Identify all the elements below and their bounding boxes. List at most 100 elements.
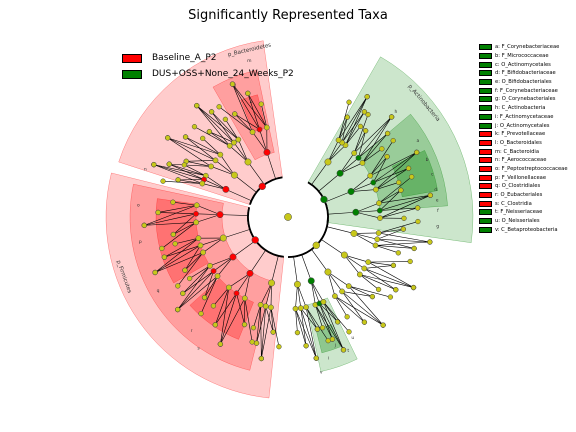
tree-branch bbox=[153, 164, 203, 184]
leaf-node bbox=[313, 355, 319, 361]
tree-branch bbox=[297, 284, 307, 308]
clade-legend-entry: h: C_Actinobacteria bbox=[479, 104, 576, 113]
clade-legend-swatch bbox=[479, 70, 492, 77]
clade-legend-label: g: O_Corynebacteriales bbox=[495, 96, 556, 103]
genus-node bbox=[193, 210, 199, 217]
tree-branch bbox=[345, 96, 368, 146]
clade-letter: l bbox=[235, 83, 236, 89]
tree-branch bbox=[353, 233, 378, 240]
tree-branch bbox=[353, 130, 366, 154]
leaf-node bbox=[166, 161, 172, 167]
leaf-node bbox=[361, 319, 368, 325]
genus-node bbox=[376, 207, 383, 214]
tree-branch bbox=[265, 282, 272, 307]
tree-branch bbox=[305, 307, 317, 359]
clade-legend-swatch bbox=[479, 61, 492, 68]
tree-branch bbox=[379, 195, 431, 211]
clade-letter: v bbox=[320, 371, 323, 376]
tree-branch bbox=[339, 152, 355, 174]
genus-node bbox=[370, 179, 377, 186]
genus-node bbox=[233, 290, 240, 297]
tree-branch bbox=[204, 270, 214, 298]
order-node bbox=[294, 280, 301, 288]
tree-branch bbox=[260, 104, 268, 128]
tree-branch bbox=[334, 295, 365, 323]
leaf-node bbox=[375, 286, 382, 293]
genus-node bbox=[217, 151, 224, 158]
clade-legend-label: v: C_Betaproteobacteria bbox=[495, 226, 558, 233]
tree-branch bbox=[378, 176, 412, 204]
tree-branch bbox=[311, 249, 329, 273]
tree-branch bbox=[300, 308, 317, 359]
leaf-node bbox=[346, 99, 352, 105]
tree-branch bbox=[164, 245, 201, 258]
order-node bbox=[324, 158, 332, 166]
leaf-node bbox=[364, 94, 370, 100]
leaf-node bbox=[165, 135, 171, 141]
clade-legend-swatch bbox=[479, 139, 492, 146]
genus-node bbox=[256, 126, 263, 133]
tree-branch bbox=[345, 111, 365, 146]
tree-branch bbox=[202, 237, 224, 253]
tree-branch bbox=[249, 249, 266, 274]
tree-branch bbox=[196, 214, 221, 223]
leaf-node bbox=[294, 329, 301, 336]
tree-branch bbox=[169, 163, 212, 167]
tree-branch bbox=[154, 245, 201, 273]
leaf-node bbox=[181, 162, 187, 168]
leaf-node bbox=[249, 339, 255, 345]
tree-branch bbox=[211, 111, 235, 143]
tree-branch bbox=[379, 207, 418, 211]
tree-branch bbox=[161, 222, 197, 249]
leaf-node bbox=[390, 137, 396, 144]
tree-branch bbox=[261, 307, 272, 359]
tree-branch bbox=[358, 116, 392, 159]
tree-branch bbox=[260, 282, 272, 305]
genus-node bbox=[365, 259, 372, 265]
order-node bbox=[268, 279, 275, 287]
tree-branch bbox=[377, 228, 404, 240]
leaf-node bbox=[384, 130, 391, 137]
tree-branch bbox=[310, 280, 320, 304]
tree-branch bbox=[339, 162, 363, 174]
tree-branch bbox=[200, 237, 224, 246]
tree-branch bbox=[182, 270, 214, 294]
tree-branch bbox=[378, 195, 431, 204]
clade-legend-swatch bbox=[479, 174, 492, 181]
tree-branch bbox=[348, 285, 391, 298]
clade-legend-swatch bbox=[479, 226, 492, 233]
genus-node bbox=[335, 137, 342, 143]
clade-legend-swatch bbox=[479, 44, 492, 51]
tree-branch bbox=[175, 237, 199, 245]
genus-node bbox=[376, 200, 382, 206]
clade-letter: g bbox=[436, 224, 439, 229]
tree-branch bbox=[202, 183, 226, 190]
order-node bbox=[222, 185, 230, 193]
leaf-node bbox=[216, 104, 222, 110]
tree-branch bbox=[362, 116, 392, 164]
genus-node bbox=[226, 142, 233, 149]
tree-branch bbox=[375, 245, 415, 249]
tree-branch bbox=[205, 175, 227, 190]
tree-branch bbox=[223, 229, 251, 239]
leaf-node bbox=[182, 134, 189, 140]
tree-branch bbox=[320, 239, 345, 256]
clade-legend-swatch bbox=[479, 157, 492, 164]
tree-branch bbox=[270, 307, 280, 347]
genus-node bbox=[268, 304, 274, 311]
leaf-node bbox=[396, 179, 402, 186]
leaf-node bbox=[346, 329, 352, 335]
leaf-node bbox=[170, 231, 176, 238]
genus-node bbox=[210, 268, 217, 274]
clade-legend-label: m: C_Bacteroidia bbox=[495, 148, 540, 155]
leaf-node bbox=[407, 258, 413, 265]
tree-branch bbox=[177, 252, 204, 287]
leaf-node bbox=[250, 325, 257, 331]
clade-letter: k bbox=[250, 99, 253, 105]
clade-legend-label: u: O_Neisseriales bbox=[495, 218, 540, 225]
leaf-node bbox=[303, 343, 309, 349]
genus-node bbox=[200, 249, 206, 256]
tree-branch bbox=[327, 144, 346, 163]
leaf-node bbox=[172, 241, 178, 247]
leaf-node bbox=[369, 293, 376, 300]
